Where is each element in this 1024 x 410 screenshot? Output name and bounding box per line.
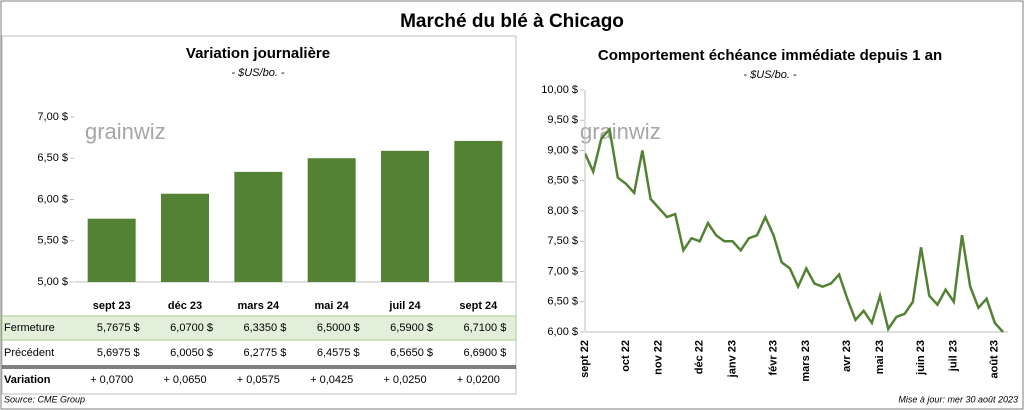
x-tick-label: juin 23	[915, 340, 927, 376]
bar	[381, 150, 429, 282]
bar	[307, 158, 356, 282]
source: Source: CME Group	[4, 394, 85, 404]
table-cell: 6,5650 $	[390, 347, 433, 359]
y-tick-label: 6,50 $	[547, 296, 578, 308]
value-label: 6,5000 $	[317, 322, 360, 334]
x-tick-label: déc 22	[694, 340, 706, 374]
bar-subtitle: - $US/bo. -	[231, 67, 285, 79]
y-tick-label: 5,00 $	[37, 276, 68, 288]
table-cell: + 0,0250	[383, 374, 426, 386]
watermark: grainwiz	[580, 119, 661, 144]
table-cell: + 0,0700	[90, 374, 133, 386]
row-bg	[1, 315, 517, 341]
title: Marché du blé à Chicago	[400, 11, 624, 32]
x-tick-label: févr 23	[767, 340, 779, 375]
value-label: 6,7100 $	[464, 322, 507, 334]
left-panel	[1, 35, 517, 395]
row-label: Précédent	[4, 347, 54, 359]
x-tick-label: juil 24	[388, 300, 421, 312]
y-tick-label: 9,50 $	[547, 114, 578, 126]
y-tick-label: 7,50 $	[547, 235, 578, 247]
x-tick-label: mars 24	[238, 300, 280, 312]
x-tick-label: sept 22	[579, 340, 591, 378]
bar	[161, 193, 209, 282]
table-cell: + 0,0200	[457, 374, 500, 386]
y-tick-label: 9,00 $	[547, 144, 578, 156]
line-title: Comportement échéance immédiate depuis 1…	[598, 47, 942, 64]
row-label: Variation	[4, 374, 51, 386]
y-tick-label: 6,50 $	[37, 152, 68, 164]
table-cell: + 0,0575	[237, 374, 280, 386]
x-tick-label: juil 23	[948, 340, 960, 372]
y-tick-label: 7,00 $	[37, 111, 68, 123]
line	[585, 126, 1004, 333]
bar	[234, 171, 283, 282]
y-tick-label: 8,50 $	[547, 175, 578, 187]
value-label: 6,5900 $	[390, 322, 433, 334]
table-cell: 6,4575 $	[317, 347, 360, 359]
y-tick-label: 5,50 $	[37, 235, 68, 247]
value-label: 5,7675 $	[97, 322, 140, 334]
x-tick-label: nov 22	[653, 340, 665, 375]
x-tick-label: janv 23	[726, 340, 738, 378]
x-tick-label: sept 23	[93, 300, 131, 312]
x-tick-label: sept 24	[459, 300, 498, 312]
x-tick-label: avr 23	[841, 340, 853, 372]
table-cell: 6,0050 $	[170, 347, 213, 359]
y-tick-label: 6,00 $	[37, 193, 68, 205]
value-label: 6,3350 $	[244, 322, 287, 334]
x-tick-label: mai 24	[315, 300, 350, 312]
x-tick-label: déc 23	[168, 300, 202, 312]
row-label: Fermeture	[4, 322, 55, 334]
table-cell: 6,6900 $	[464, 347, 507, 359]
y-tick-label: 8,00 $	[547, 205, 578, 217]
bar	[454, 140, 503, 282]
bar	[87, 218, 136, 282]
table-cell: 6,2775 $	[244, 347, 287, 359]
y-tick-label: 10,00 $	[541, 84, 578, 96]
updated: Mise à jour: mer 30 août 2023	[898, 394, 1018, 404]
table-cell: + 0,0650	[163, 374, 206, 386]
y-tick-label: 7,00 $	[547, 265, 578, 277]
watermark: grainwiz	[85, 119, 166, 144]
x-tick-label: oct 22	[620, 340, 632, 372]
table-cell: + 0,0425	[310, 374, 353, 386]
value-label: 6,0700 $	[170, 322, 213, 334]
table-cell: 5,6975 $	[97, 347, 140, 359]
x-tick-label: août 23	[989, 340, 1001, 379]
x-tick-label: mars 23	[800, 340, 812, 382]
x-tick-label: mai 23	[874, 340, 886, 374]
bar-title: Variation journalière	[186, 45, 330, 62]
y-tick-label: 6,00 $	[547, 326, 578, 338]
line-subtitle: - $US/bo. -	[743, 69, 797, 81]
